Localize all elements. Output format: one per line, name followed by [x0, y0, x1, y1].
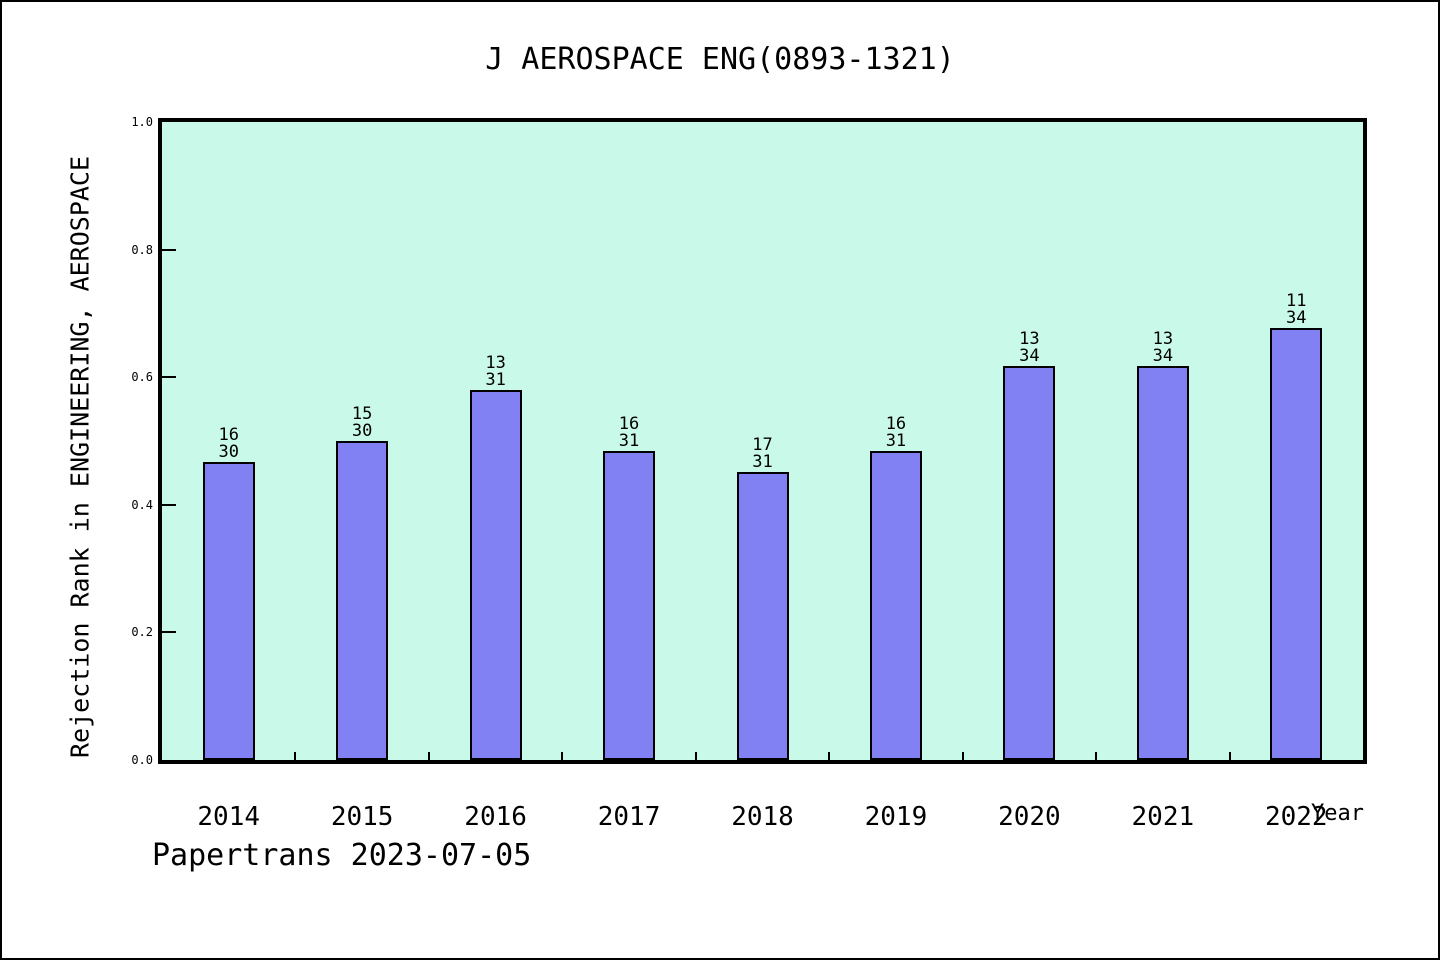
x-tick-label-2022: 2022	[1264, 802, 1328, 832]
x-tick-label-2015: 2015	[330, 802, 394, 832]
x-tick-mark	[961, 752, 964, 760]
x-tick-mark	[561, 752, 564, 760]
bar-2017	[603, 451, 656, 760]
x-tick-label-2020: 2020	[998, 802, 1061, 832]
bar-value-label: 16 31	[618, 414, 640, 451]
bar-value-label: 11 34	[1286, 291, 1307, 328]
bar-2021	[1136, 366, 1189, 760]
y-tick-label: 0.6	[131, 370, 153, 385]
footer-watermark: Papertrans 2023-07-05	[152, 838, 532, 873]
y-tick-label: 1.0	[131, 115, 153, 129]
bar-2015	[336, 441, 389, 760]
x-axis-label: Year	[1311, 801, 1364, 826]
bar-value-label: 13 31	[485, 353, 506, 390]
y-tick-label: 0.0	[131, 753, 153, 767]
plot-area: 16 30 15 30 13 31 16 31 17 31 16 31 13 34 13 34…	[158, 118, 1367, 764]
y-tick-label: 0.4	[131, 497, 153, 512]
x-tick-mark	[1228, 752, 1231, 760]
bar-value-label: 17 31	[752, 435, 773, 472]
x-tick-mark	[294, 752, 297, 760]
bar-value-label: 16 30	[218, 425, 239, 462]
y-axis-label: Rejection Rank in ENGINEERING, AEROSPACE	[65, 155, 95, 759]
bar-2016	[469, 390, 522, 760]
bar-value-label: 15 30	[351, 404, 373, 441]
x-tick-label-2018: 2018	[731, 802, 794, 832]
chart-title: J AEROSPACE ENG(0893-1321)	[485, 42, 955, 77]
bar-2014	[202, 462, 255, 760]
x-tick-label-2016: 2016	[464, 802, 527, 832]
bar-2020	[1003, 366, 1056, 760]
x-tick-mark	[427, 752, 430, 760]
bar-value-label: 13 34	[1019, 329, 1040, 366]
y-tick-mark	[162, 376, 176, 379]
y-tick-mark	[162, 631, 176, 634]
bar-value-label: 16 31	[885, 414, 907, 451]
bar-2018	[736, 472, 789, 760]
x-tick-mark	[694, 752, 697, 760]
y-tick-mark	[162, 503, 176, 506]
y-tick-mark	[162, 248, 176, 251]
bar-2019	[869, 451, 922, 760]
x-tick-label-2017: 2017	[597, 802, 661, 832]
x-tick-mark	[828, 752, 831, 760]
y-tick-label: 0.8	[131, 242, 153, 257]
x-tick-label-2019: 2019	[864, 802, 928, 832]
bar-value-label: 13 34	[1152, 329, 1174, 366]
bar-2022	[1270, 328, 1323, 760]
x-tick-mark	[1095, 752, 1098, 760]
x-tick-label-2021: 2021	[1131, 802, 1195, 832]
x-tick-label-2014: 2014	[197, 802, 261, 832]
y-tick-label: 0.2	[131, 625, 153, 640]
